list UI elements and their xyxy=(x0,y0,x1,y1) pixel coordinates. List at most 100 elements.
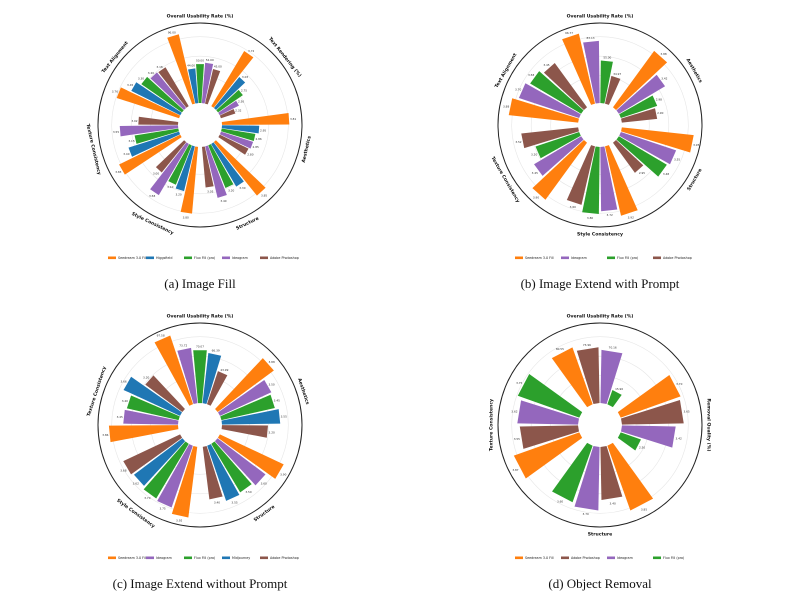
bar-ideogram xyxy=(205,145,227,198)
legend-label: Ideogram xyxy=(156,556,172,560)
bar-ideogram xyxy=(150,142,189,196)
bar-adobe-photoshop xyxy=(138,116,179,125)
value-label: 3.60 xyxy=(570,205,576,209)
bar-midjourney xyxy=(207,444,240,501)
category-label: Structure xyxy=(235,216,260,232)
value-label: 52.00 xyxy=(206,58,214,62)
bar-flux-fill-pro- xyxy=(619,95,658,119)
value-label: 2.50 xyxy=(639,446,645,450)
bar-seedream-3-0-fill xyxy=(154,335,194,406)
legend-label: Adobe Photoshop xyxy=(571,556,600,560)
bar-seedream-3-0-fill xyxy=(617,374,681,418)
value-label: 3.60 xyxy=(557,500,563,504)
legend-swatch xyxy=(515,556,523,560)
value-label: 43.99 xyxy=(220,368,228,372)
bar-flux-fill-pro- xyxy=(141,76,184,113)
legend-swatch xyxy=(222,556,230,560)
bar-flux-fill-pro- xyxy=(517,373,583,418)
bar-adobe-photoshop xyxy=(206,371,228,406)
bar-seedream-3-0-fill xyxy=(167,34,195,105)
bar-ideogram xyxy=(201,62,214,104)
category-label: Overall Usability Rate (%) xyxy=(567,14,634,20)
bar-adobe-photoshop xyxy=(201,146,214,188)
value-label: 3.40 xyxy=(123,152,129,156)
bar-midjourney xyxy=(123,376,182,416)
value-label: 73.96 xyxy=(583,343,591,347)
bar-adobe-photoshop xyxy=(123,434,183,475)
category-label: Text Alignment xyxy=(494,52,519,89)
value-label: 3.58 xyxy=(149,194,155,198)
bar-adobe-photoshop xyxy=(155,140,187,173)
bar-higgsfield xyxy=(213,76,246,110)
value-label: 3.05 xyxy=(207,189,213,193)
caption-a: (a) Image Fill xyxy=(164,276,236,291)
legend-label: Flux Fill (pro) xyxy=(617,256,638,260)
bar-ideogram xyxy=(600,349,623,405)
category-label: Overall Usability Rate (%) xyxy=(167,314,234,320)
bar-seedream-3-0-fill xyxy=(119,134,182,175)
value-label: 2.95 xyxy=(260,128,266,132)
value-label: 50.00 xyxy=(196,59,204,63)
value-label: 73.72 xyxy=(179,344,187,348)
value-label: 45.00 xyxy=(214,65,222,69)
legend-swatch xyxy=(260,556,268,560)
value-label: 44.00 xyxy=(187,63,195,67)
bar-ideogram xyxy=(616,74,666,114)
legend-swatch xyxy=(222,256,230,260)
legend-label: Seedream 3.0 Fill xyxy=(525,256,554,260)
bar-flux-fill-pro- xyxy=(530,71,584,114)
value-label: 3.52 xyxy=(515,140,521,144)
bar-ideogram xyxy=(534,136,584,176)
value-label: 3.40 xyxy=(122,399,128,403)
bar-adobe-photoshop xyxy=(543,63,588,110)
category-label: Removal Quality (%) xyxy=(706,399,712,452)
bar-seedream-3-0-fill xyxy=(562,33,596,105)
legend-label: Ideogram xyxy=(232,256,248,260)
value-label: 3.15 xyxy=(128,139,134,143)
grid-ring xyxy=(511,336,689,514)
bar-ideogram xyxy=(177,347,198,404)
legend-swatch xyxy=(607,256,615,260)
bar-adobe-photoshop xyxy=(218,134,249,155)
bar-flux-fill-pro- xyxy=(607,390,622,408)
value-label: 3.45 xyxy=(274,399,280,403)
value-label: 3.66 xyxy=(120,380,126,384)
bar-flux-fill-pro- xyxy=(617,432,641,451)
legend-label: Seedream 3.0 Fill xyxy=(525,556,554,560)
bar-adobe-photoshop xyxy=(612,140,644,173)
grid-ring xyxy=(550,75,650,175)
legend-swatch xyxy=(184,256,192,260)
bar-ideogram xyxy=(157,444,193,508)
bar-ideogram xyxy=(219,131,254,149)
legend-label: Seedream 3.0 Fill xyxy=(118,256,147,260)
value-label: 3.42 xyxy=(676,436,682,440)
bar-ideogram xyxy=(518,83,581,119)
value-label: 2.50 xyxy=(238,100,244,104)
category-label: Structure xyxy=(588,532,613,538)
legend-swatch xyxy=(653,556,661,560)
bar-seedream-3-0-fill xyxy=(213,140,266,196)
grid-ring xyxy=(130,55,270,195)
value-label: 3.20 xyxy=(175,192,181,196)
value-label: 3.45 xyxy=(127,83,133,87)
value-label: 3.30 xyxy=(239,186,245,190)
bar-flux-fill-pro- xyxy=(211,441,252,493)
caption-d: (d) Object Removal xyxy=(548,576,652,591)
bar-ideogram xyxy=(583,40,600,104)
value-label: 3.95 xyxy=(693,143,699,147)
radial-chart-c: 97.58 73.72 70.07 66.39 43.99 Overall Usabili… xyxy=(86,314,310,561)
value-label: 3.88 xyxy=(503,104,509,108)
caption-b: (b) Image Extend with Prompt xyxy=(520,276,680,291)
value-label: 3.85 xyxy=(641,507,647,511)
bar-higgsfield xyxy=(211,142,244,187)
bar-flux-fill-pro- xyxy=(216,89,243,113)
value-label: 3.68 xyxy=(120,468,126,472)
value-label: 3.20 xyxy=(531,153,537,157)
value-label: 97.58 xyxy=(157,333,165,337)
value-label: 3.40 xyxy=(610,501,616,505)
value-label: 3.75 xyxy=(516,381,522,385)
bar-higgsfield xyxy=(175,145,195,192)
bar-adobe-photoshop xyxy=(604,75,621,105)
bar-flux-fill-pro- xyxy=(220,394,275,421)
category-label: Aesthetics xyxy=(296,378,310,406)
